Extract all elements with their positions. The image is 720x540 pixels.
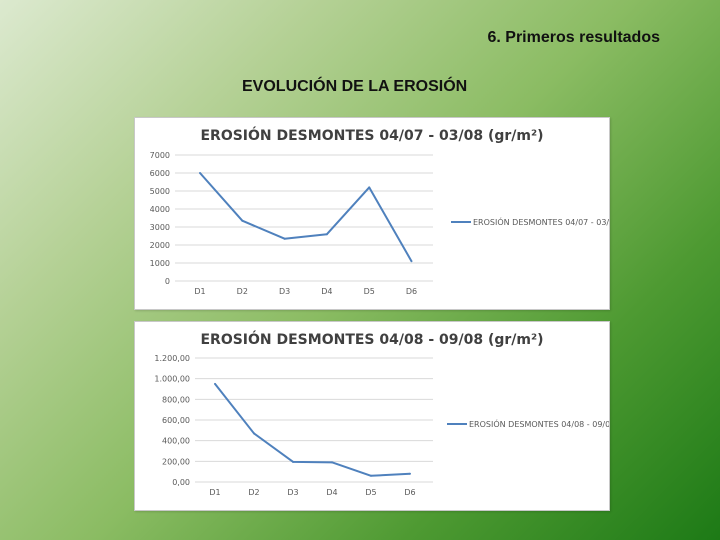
y-tick-label: 7000 <box>150 151 170 160</box>
y-tick-label: 1000 <box>150 259 170 268</box>
y-tick-label: 4000 <box>150 205 170 214</box>
data-point <box>199 172 201 174</box>
data-point <box>410 260 413 263</box>
x-tick-label: D6 <box>404 488 415 497</box>
x-tick-label: D3 <box>287 488 298 497</box>
data-point <box>214 382 216 385</box>
y-tick-label: 6000 <box>150 169 170 178</box>
chart-x-axis: D1 D2 D3 D4 D5 D6 <box>209 488 415 497</box>
x-tick-label: D4 <box>321 287 332 296</box>
y-tick-label: 3000 <box>150 223 170 232</box>
y-tick-label: 0 <box>165 277 170 286</box>
chart-series <box>214 382 411 477</box>
y-tick-label: 2000 <box>150 241 170 250</box>
data-point <box>409 472 411 475</box>
chart-y-axis: 0 1000 2000 3000 4000 5000 6000 7000 <box>150 151 170 286</box>
data-point <box>325 233 328 236</box>
x-tick-label: D1 <box>209 488 220 497</box>
erosion-chart-1-svg: EROSIÓN DESMONTES 04/07 - 03/08 (gr/m²) … <box>150 126 609 296</box>
x-tick-label: D1 <box>194 287 205 296</box>
data-point <box>331 461 333 464</box>
chart-legend: EROSIÓN DESMONTES 04/08 - 09/08 <box>447 418 609 429</box>
y-tick-label: 5000 <box>150 187 170 196</box>
chart-title: EROSIÓN DESMONTES 04/08 - 09/08 (gr/m²) <box>200 330 543 348</box>
y-tick-label: 600,00 <box>162 416 190 425</box>
slide-subtitle: EVOLUCIÓN DE LA EROSIÓN <box>242 78 468 95</box>
y-tick-label: 1.000,00 <box>154 375 190 384</box>
erosion-chart-1: EROSIÓN DESMONTES 04/07 - 03/08 (gr/m²) … <box>134 117 610 310</box>
y-tick-label: 400,00 <box>162 437 190 446</box>
slide-heading: 6. Primeros resultados <box>487 29 660 46</box>
data-point <box>368 186 371 189</box>
x-tick-label: D4 <box>326 488 337 497</box>
y-tick-label: 200,00 <box>162 457 190 466</box>
x-tick-label: D5 <box>365 488 376 497</box>
legend-label: EROSIÓN DESMONTES 04/07 - 03/08 <box>473 216 609 227</box>
y-tick-label: 800,00 <box>162 395 190 404</box>
x-tick-label: D2 <box>248 488 259 497</box>
data-point <box>253 432 255 435</box>
chart-grid <box>195 357 433 483</box>
series-line <box>214 383 411 477</box>
chart-x-axis: D1 D2 D3 D4 D5 D6 <box>194 287 417 296</box>
erosion-chart-2: EROSIÓN DESMONTES 04/08 - 09/08 (gr/m²) … <box>134 321 610 511</box>
y-tick-label: 0,00 <box>172 478 190 487</box>
chart-grid <box>175 154 433 282</box>
x-tick-label: D5 <box>364 287 375 296</box>
chart-y-axis: 0,00 200,00 400,00 600,00 800,00 1.000,00 1.20… <box>154 354 190 487</box>
series-line <box>199 172 413 262</box>
erosion-chart-2-svg: EROSIÓN DESMONTES 04/08 - 09/08 (gr/m²) … <box>154 330 609 497</box>
data-point <box>283 237 286 240</box>
data-point <box>241 219 244 222</box>
legend-label: EROSIÓN DESMONTES 04/08 - 09/08 <box>469 418 609 429</box>
chart-title: EROSIÓN DESMONTES 04/07 - 03/08 (gr/m²) <box>200 126 543 144</box>
data-point <box>292 460 294 463</box>
x-tick-label: D3 <box>279 287 290 296</box>
chart-legend: EROSIÓN DESMONTES 04/07 - 03/08 <box>451 216 609 227</box>
y-tick-label: 1.200,00 <box>154 354 190 363</box>
x-tick-label: D2 <box>237 287 248 296</box>
data-point <box>370 474 372 477</box>
chart-series <box>199 172 413 263</box>
x-tick-label: D6 <box>406 287 417 296</box>
